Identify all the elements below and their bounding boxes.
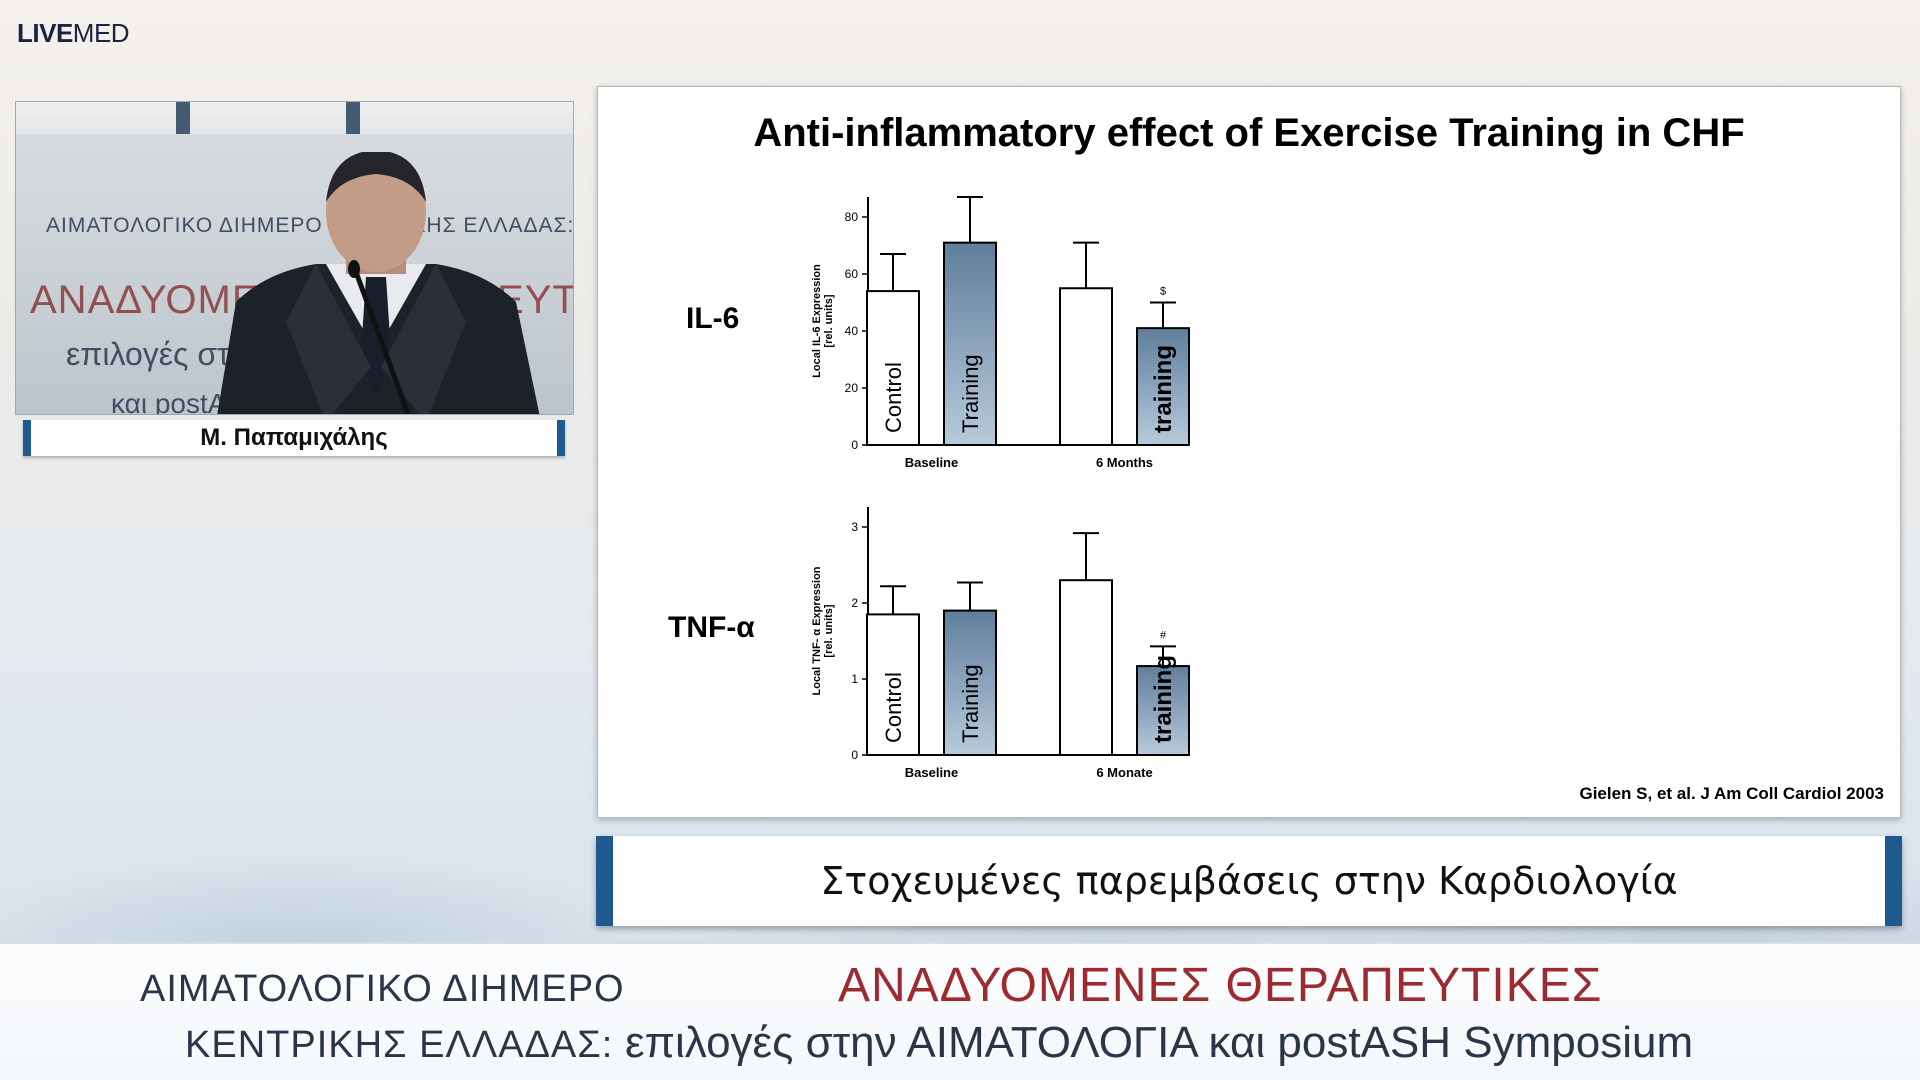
y-axis-label: Local TNF- α Expression: [811, 566, 823, 695]
footer-left-line1: ΑΙΜΑΤΟΛΟΓΙΚΟ ΔΙΗΜΕΡΟ: [140, 968, 625, 1010]
significance-mark: $: [1160, 286, 1166, 298]
x-group-label: 6 Monate: [1096, 765, 1152, 780]
footer-left-line2: ΚΕΝΤΡΙΚΗΣ ΕΛΛΑΔΑΣ:: [185, 1024, 614, 1066]
bar: [1059, 579, 1113, 756]
y-axis-label-units: [rel. units]: [823, 604, 835, 658]
speaker-name-bar: Μ. Παπαμιχάλης: [23, 420, 565, 456]
y-tick-label: 0: [851, 748, 858, 762]
x-group-label: Baseline: [905, 765, 958, 780]
bar: [943, 241, 997, 447]
bar: [943, 609, 997, 756]
x-group-label: 6 Months: [1096, 455, 1153, 470]
footer-right-line1: ΑΝΑΔΥΟΜΕΝΕΣ ΘΕΡΑΠΕΥΤΙΚΕΣ: [838, 959, 1603, 1012]
event-footer-banner: ΑΙΜΑΤΟΛΟΓΙΚΟ ΔΙΗΜΕΡΟ ΚΕΝΤΡΙΚΗΣ ΕΛΛΑΔΑΣ: …: [0, 942, 1920, 1080]
bar-label: Control: [881, 362, 906, 433]
significance-mark: #: [1160, 629, 1167, 641]
slide-citation: Gielen S, et al. J Am Coll Cardiol 2003: [1579, 784, 1884, 803]
livemed-logo: LIVEMED: [17, 18, 130, 49]
x-group-label: Baseline: [905, 455, 958, 470]
bar: [1136, 665, 1190, 756]
y-tick-label: 0: [851, 438, 858, 452]
bar-label: Control: [881, 672, 906, 743]
y-tick-label: 2: [851, 596, 858, 610]
il6-bar-chart: 0 20 40 60 80 Local IL-6 Expression [rel. unit…: [811, 196, 1190, 470]
y-tick-label: 80: [845, 210, 859, 224]
logo-live: LIVE: [17, 18, 73, 48]
y-tick-label: 60: [845, 267, 859, 281]
bar: [866, 613, 920, 757]
y-tick-label: 3: [851, 520, 858, 534]
video-backdrop-banner: [16, 102, 573, 134]
y-axis-label-units: [rel. units]: [823, 294, 835, 348]
session-topic-bar: Στοχευμένες παρεμβάσεις στην Καρδιολογία: [596, 836, 1902, 926]
video-backdrop-line1: ΑΙΜΑΤΟΛΟΓΙΚΟ ΔΙΗΜΕΡΟ ΚΕΝΤΡΙΚΗΣ ΕΛΛΑΔΑΣ:: [46, 214, 574, 237]
bar-label: training: [1150, 655, 1177, 743]
logo-med: MED: [72, 18, 130, 48]
speaker-video: ΑΙΜΑΤΟΛΟΓΙΚΟ ΔΙΗΜΕΡΟ ΚΕΝΤΡΙΚΗΣ ΕΛΛΑΔΑΣ: …: [15, 101, 574, 415]
speaker-name: Μ. Παπαμιχάλης: [200, 424, 388, 451]
backdrop-block: [176, 102, 190, 134]
session-topic-text: Στοχευμένες παρεμβάσεις στην Καρδιολογία: [820, 859, 1678, 903]
y-tick-label: 20: [845, 381, 859, 395]
footer-right-line2: επιλογές στην ΑΙΜΑΤΟΛΟΓΙΑ και postASH Sy…: [625, 1018, 1694, 1067]
backdrop-block: [346, 102, 360, 134]
bar-label: training: [1150, 345, 1177, 433]
bar: [1136, 327, 1190, 446]
bar: [866, 290, 920, 446]
y-tick-label: 40: [845, 324, 859, 338]
bar-label: Training: [958, 664, 983, 743]
chart-row-label-tnf: TNF-α: [668, 611, 755, 644]
bar-label: Training: [958, 354, 983, 433]
y-tick-label: 1: [851, 672, 858, 686]
tnf-bar-chart: 0 1 2 3 Local TNF- α Expression [rel. units] C…: [811, 507, 1190, 780]
y-axis-label: Local IL-6 Expression: [811, 264, 823, 378]
bar: [1059, 287, 1113, 446]
slide-title: Anti-inflammatory effect of Exercise Tra…: [753, 111, 1745, 155]
speaker-figure: [217, 152, 540, 414]
chart-row-label-il6: IL-6: [686, 302, 740, 335]
presentation-slide: Anti-inflammatory effect of Exercise Tra…: [597, 86, 1901, 818]
